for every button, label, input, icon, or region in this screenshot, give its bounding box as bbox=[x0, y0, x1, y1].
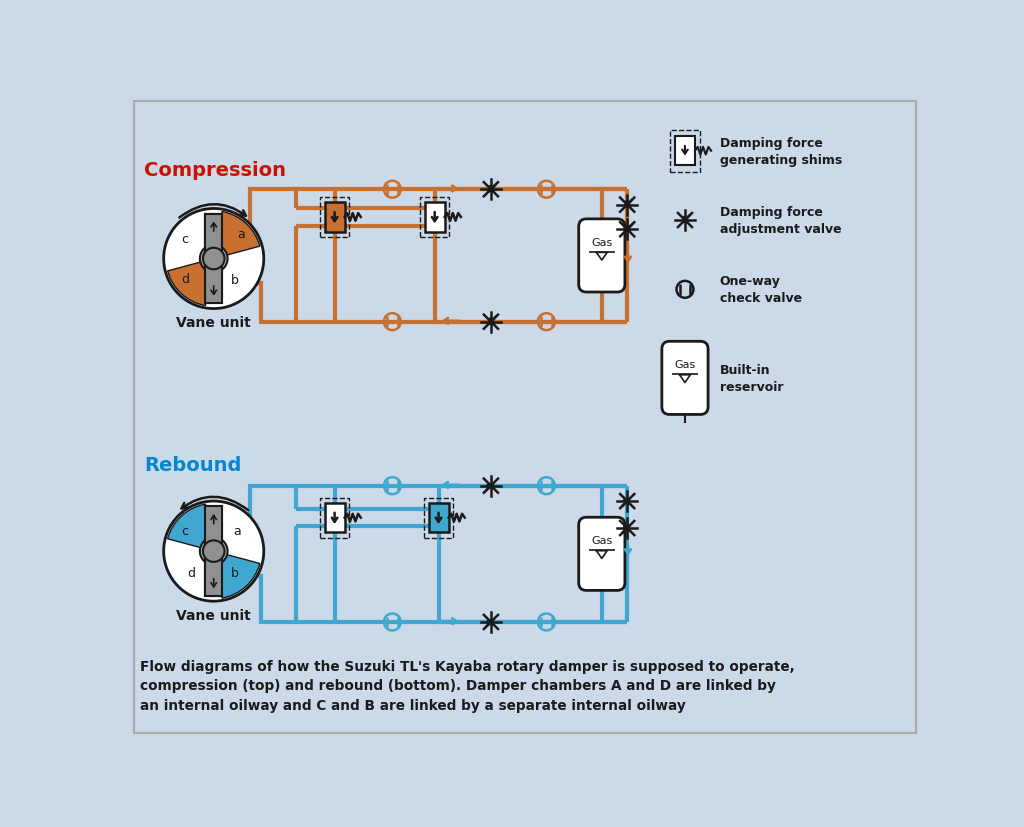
Text: b: b bbox=[230, 274, 239, 287]
Wedge shape bbox=[168, 259, 214, 306]
Circle shape bbox=[203, 541, 224, 562]
Bar bbox=[429, 504, 449, 533]
Text: One-way
check valve: One-way check valve bbox=[720, 275, 802, 305]
Text: Gas: Gas bbox=[675, 360, 695, 370]
Bar bbox=[420, 198, 450, 237]
Text: Flow diagrams of how the Suzuki TL's Kayaba rotary damper is supposed to operate: Flow diagrams of how the Suzuki TL's Kay… bbox=[140, 659, 795, 712]
Circle shape bbox=[164, 209, 264, 309]
Text: Built-in
reservoir: Built-in reservoir bbox=[720, 363, 783, 394]
Wedge shape bbox=[214, 213, 260, 259]
Text: a: a bbox=[233, 524, 241, 538]
Circle shape bbox=[164, 501, 264, 601]
Bar bbox=[205, 507, 222, 596]
Bar bbox=[325, 504, 345, 533]
Bar bbox=[425, 203, 444, 232]
Bar bbox=[205, 214, 222, 304]
Text: Gas: Gas bbox=[591, 237, 612, 247]
Text: Gas: Gas bbox=[591, 535, 612, 545]
Bar bbox=[325, 203, 345, 232]
Wedge shape bbox=[168, 504, 214, 552]
Bar bbox=[319, 498, 349, 538]
Text: Vane unit: Vane unit bbox=[176, 316, 251, 330]
Bar bbox=[205, 507, 222, 596]
Wedge shape bbox=[214, 552, 260, 599]
FancyBboxPatch shape bbox=[579, 220, 625, 293]
Circle shape bbox=[200, 246, 227, 273]
Text: Damping force
generating shims: Damping force generating shims bbox=[720, 136, 842, 166]
Text: d: d bbox=[181, 272, 189, 285]
Text: a: a bbox=[237, 227, 245, 241]
Bar bbox=[205, 214, 222, 304]
Circle shape bbox=[200, 538, 227, 566]
Text: Vane unit: Vane unit bbox=[176, 609, 251, 622]
Bar bbox=[670, 131, 700, 172]
Text: d: d bbox=[186, 566, 195, 579]
Bar bbox=[424, 498, 454, 538]
Text: b: b bbox=[230, 566, 239, 579]
FancyBboxPatch shape bbox=[579, 518, 625, 590]
Text: Rebound: Rebound bbox=[144, 456, 242, 475]
Circle shape bbox=[203, 248, 224, 270]
Text: Damping force
adjustment valve: Damping force adjustment valve bbox=[720, 206, 842, 236]
Bar bbox=[675, 137, 695, 166]
Text: Compression: Compression bbox=[144, 161, 287, 180]
Bar bbox=[319, 198, 349, 237]
Text: c: c bbox=[181, 232, 188, 246]
Text: c: c bbox=[181, 524, 188, 538]
FancyBboxPatch shape bbox=[662, 342, 708, 415]
